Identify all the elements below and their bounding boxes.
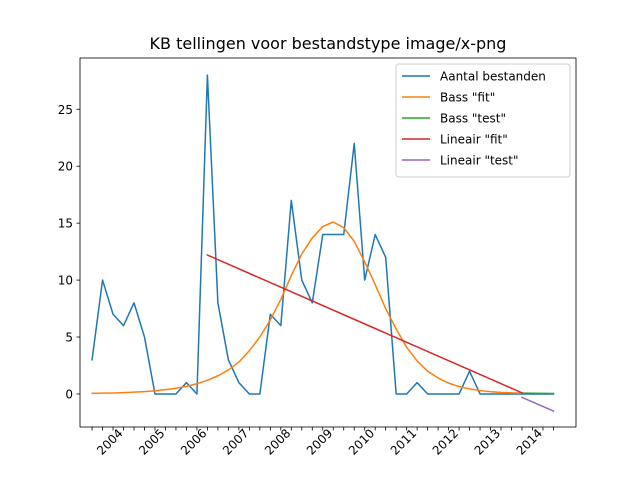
y-tick-label: 15: [58, 217, 73, 231]
y-tick-label: 10: [58, 274, 73, 288]
legend-label: Aantal bestanden: [440, 70, 546, 84]
plot-frame: [79, 57, 577, 428]
y-tick-label: 5: [65, 331, 73, 345]
chart-title: KB tellingen voor bestandstype image/x-p…: [150, 34, 507, 53]
series-line-0: [91, 74, 555, 395]
plot-lines: [91, 74, 555, 413]
y-tick-label: 20: [58, 160, 73, 174]
y-tick-label: 0: [65, 387, 73, 401]
series-line-4: [521, 396, 555, 413]
series-line-1: [91, 221, 523, 395]
legend-label: Bass "test": [440, 112, 506, 126]
series-line-3: [206, 254, 523, 394]
legend-label: Lineair "test": [440, 154, 519, 168]
legend-label: Lineair "fit": [440, 133, 508, 147]
y-tick-label: 25: [58, 103, 73, 117]
legend: Aantal bestanden Bass "fit" Bass "test" Lin…: [395, 63, 571, 178]
legend-box: [395, 63, 571, 178]
legend-label: Bass "fit": [440, 91, 495, 105]
